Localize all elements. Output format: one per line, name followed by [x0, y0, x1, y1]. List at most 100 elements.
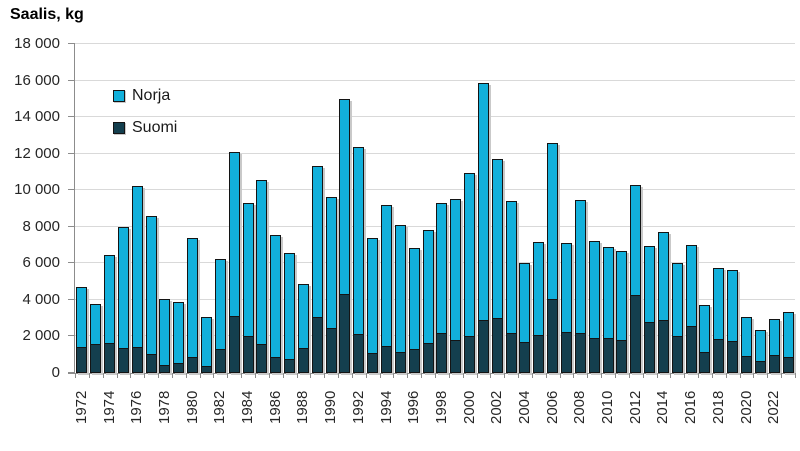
bar-group-2008	[573, 44, 587, 373]
bar-1996	[408, 248, 420, 373]
bar-1977	[145, 216, 157, 373]
x-tick-label: 1986	[266, 390, 284, 424]
bar-segment-suomi	[284, 359, 296, 373]
x-tick	[421, 373, 423, 378]
bar-group-1984	[241, 44, 255, 373]
bar-segment-norja	[76, 287, 88, 348]
x-tick	[670, 373, 672, 378]
x-tick	[518, 373, 520, 378]
bar-segment-norja	[657, 232, 669, 321]
legend-label-norja: Norja	[132, 87, 171, 104]
x-tick-label: 1982	[211, 390, 229, 424]
bar-segment-suomi	[367, 353, 379, 373]
bar-segment-norja	[297, 284, 309, 349]
bar-group-1980	[186, 44, 200, 373]
bar-segment-suomi	[394, 352, 406, 373]
bar-group-1985	[255, 44, 269, 373]
bar-1980	[187, 238, 199, 373]
bar-1992	[353, 147, 365, 373]
bar-segment-suomi	[602, 338, 614, 373]
x-tick-label: 2018	[709, 390, 727, 424]
y-tick-label: 18 000	[14, 35, 60, 52]
bar-2016	[685, 245, 697, 373]
bar-segment-suomi	[117, 348, 129, 373]
bar-group-2007	[560, 44, 574, 373]
x-tick-label: 2016	[682, 390, 700, 424]
y-tick-label: 0	[51, 364, 60, 381]
bar-group-2010	[601, 44, 615, 373]
bar-segment-suomi	[76, 347, 88, 373]
bar-segment-norja	[685, 245, 697, 327]
bar-segment-norja	[699, 305, 711, 353]
y-tick	[68, 372, 75, 373]
bar-1987	[284, 253, 296, 373]
bar-segment-suomi	[381, 346, 393, 373]
bar-group-1997	[421, 44, 435, 373]
x-tick	[351, 373, 353, 378]
norja-swatch-icon	[113, 90, 125, 102]
bar-segment-norja	[367, 238, 379, 354]
y-tick-label: 6 000	[22, 254, 60, 272]
x-tick	[753, 373, 755, 378]
bar-segment-norja	[782, 312, 794, 358]
bar-2000	[464, 173, 476, 373]
bar-segment-suomi	[505, 333, 517, 373]
bar-2018	[713, 268, 725, 373]
x-tick-label: 2012	[626, 390, 644, 424]
bar-segment-suomi	[713, 339, 725, 373]
bar-group-1988	[297, 44, 311, 373]
bar-group-1977	[144, 44, 158, 373]
bar-group-1986	[269, 44, 283, 373]
bar-segment-suomi	[547, 299, 559, 373]
gridline	[75, 225, 795, 227]
bar-segment-norja	[450, 199, 462, 341]
x-tick-label: 1976	[128, 390, 146, 424]
bar-group-2005	[532, 44, 546, 373]
x-tick	[698, 373, 700, 378]
x-tick	[767, 373, 769, 378]
bar-2001	[477, 83, 489, 373]
bar-segment-norja	[408, 248, 420, 350]
bar-segment-norja	[394, 225, 406, 353]
x-tick-label: 1992	[349, 390, 367, 424]
bar-segment-norja	[353, 147, 365, 335]
bar-1975	[117, 227, 129, 373]
bar-2023	[782, 312, 794, 373]
bar-2008	[574, 200, 586, 373]
bar-group-1973	[89, 44, 103, 373]
x-tick-label: 2008	[571, 390, 589, 424]
x-tick	[531, 373, 533, 378]
bar-1991	[339, 99, 351, 373]
bar-group-1996	[407, 44, 421, 373]
legend-item-suomi: Suomi	[113, 117, 177, 139]
bar-group-1999	[449, 44, 463, 373]
bar-2022	[768, 319, 780, 373]
bar-1978	[159, 299, 171, 373]
x-tick	[615, 373, 616, 378]
bar-segment-suomi	[741, 356, 753, 373]
x-tick-label: 2004	[516, 390, 533, 424]
x-tick-label: 1980	[183, 390, 201, 424]
bar-segment-norja	[228, 152, 240, 317]
y-tick-label: 10 000	[14, 181, 60, 199]
bar-segment-norja	[117, 227, 129, 349]
bar-segment-suomi	[145, 354, 157, 373]
bar-segment-suomi	[699, 352, 711, 373]
x-tick	[559, 373, 561, 378]
y-tick-label: 4 000	[22, 290, 60, 308]
bar-1985	[256, 180, 268, 373]
bar-group-1979	[172, 44, 186, 373]
x-tick	[684, 373, 686, 378]
x-tick	[711, 373, 713, 378]
bar-1984	[242, 203, 254, 373]
x-tick-label: 1974	[100, 390, 118, 424]
x-tick-label: 1984	[239, 390, 257, 424]
x-tick	[310, 373, 312, 378]
bar-group-2015	[670, 44, 684, 373]
x-tick	[268, 373, 270, 378]
bar-segment-suomi	[644, 322, 656, 373]
bar-segment-suomi	[588, 338, 600, 373]
bar-group-1983	[227, 44, 241, 373]
bar-group-1972	[75, 44, 89, 373]
